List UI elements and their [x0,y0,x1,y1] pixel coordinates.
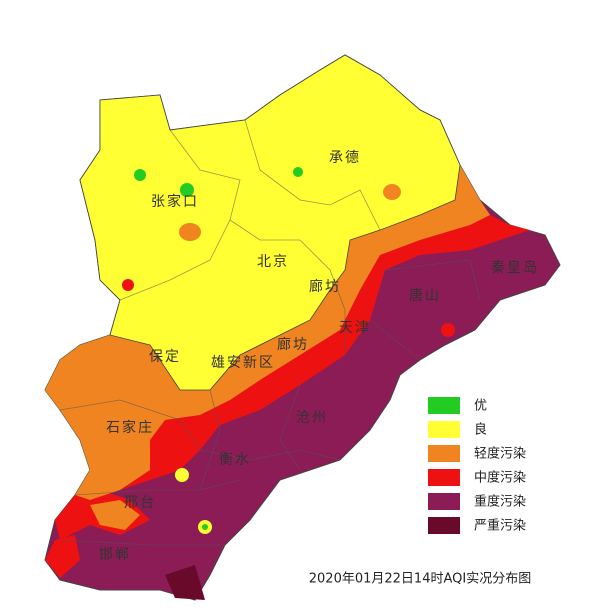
legend-label: 轻度污染 [474,446,526,462]
light-pollution-spot [179,223,201,241]
legend-swatch [428,421,460,438]
legend-swatch [428,469,460,486]
excellent-spot [202,524,208,530]
legend-label: 中度污染 [474,470,526,486]
legend-swatch [428,493,460,510]
city-label: 沧州 [296,409,328,426]
city-border [244,119,381,231]
legend-label: 优 [474,399,487,414]
city-label: 保定 [149,349,181,365]
city-border [369,259,481,361]
light-pollution-area [90,500,140,530]
city-label: 秦皇岛 [491,260,539,276]
city-label: 廊坊 [277,336,309,353]
moderate-area [120,215,530,490]
city-label: 雄安新区 [211,355,275,371]
excellent-spot [180,183,194,197]
moderate-area [45,535,80,578]
legend-label: 良 [474,422,487,438]
city-label: 唐山 [409,287,441,304]
good-area [79,54,461,391]
moderate-spot [441,323,455,337]
city-border [59,479,241,546]
city-label: 北京 [257,254,289,270]
city-border [229,219,346,355]
moderate-spot [122,279,134,291]
city-border [199,384,301,491]
city-label: 承德 [329,150,361,166]
city-label: 天津 [339,320,371,336]
city-label: 邢台 [124,495,156,511]
excellent-spot [293,167,303,177]
map-caption: 2020年01月22日14时AQI实况分布图 [309,572,531,587]
light-pollution-spot [383,184,401,200]
city-border [59,399,341,461]
city-label: 张家口 [151,193,199,210]
city-label: 衡水 [219,452,251,468]
good-spot [175,468,189,482]
legend-label: 严重污染 [474,518,526,534]
city-label: 邯郸 [99,547,131,563]
severe-area [165,565,205,600]
city-label: 廊坊 [309,278,341,295]
legend-swatch [428,397,460,414]
city-label: 石家庄 [106,419,154,436]
light-pollution-area [45,165,490,500]
legend-swatch [428,517,460,534]
map-regions [44,54,561,601]
excellent-spot [134,169,146,181]
legend-swatch [428,445,460,462]
legend-label: 重度污染 [474,494,526,510]
